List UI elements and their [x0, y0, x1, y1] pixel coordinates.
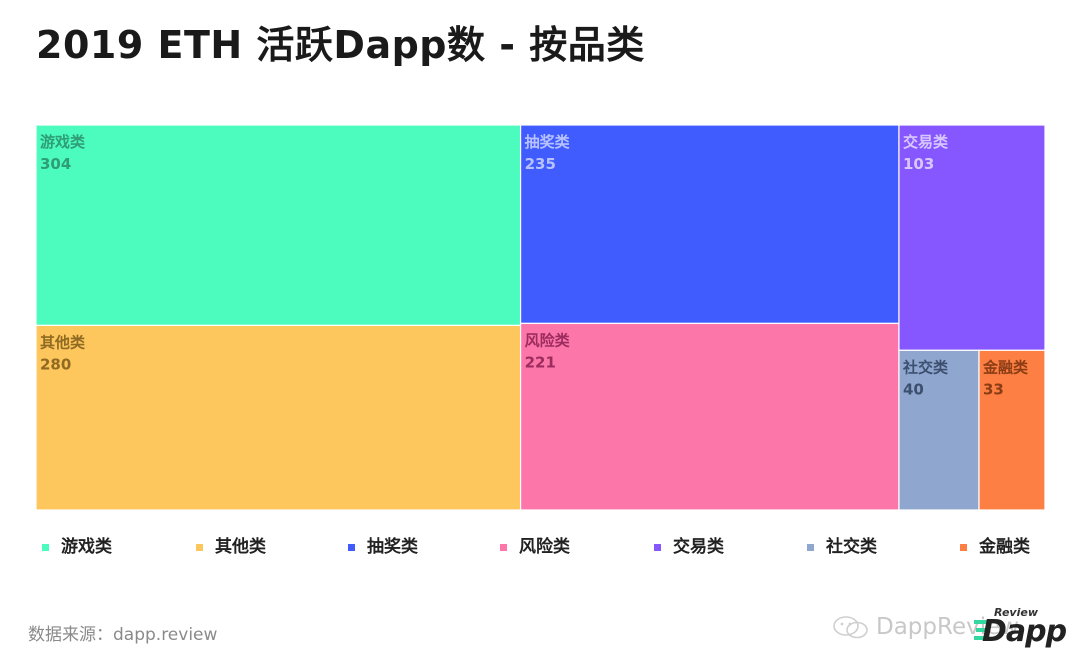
treemap-value-lottery: 235	[525, 155, 556, 173]
treemap-label-other: 其他类	[40, 333, 86, 351]
treemap-rect-risk	[519, 322, 900, 511]
logo-dapp-text: Dapp	[982, 614, 1067, 649]
treemap-value-finance: 33	[983, 380, 1004, 398]
logo-bars-icon	[974, 620, 990, 640]
chart-legend: 游戏类 其他类 抽奖类 风险类 交易类 社交类 金融类	[0, 537, 1080, 561]
legend-swatch-games	[42, 543, 49, 551]
treemap-tile-finance: 金融类 33	[978, 349, 1046, 511]
legend-item-other: 其他类	[196, 537, 266, 557]
treemap-value-games: 304	[40, 155, 71, 173]
chart-title: 2019 ETH 活跃Dapp数 - 按品类	[36, 23, 645, 67]
wechat-icon	[833, 616, 868, 639]
treemap-tile-lottery: 抽奖类 235	[519, 124, 900, 325]
wechat-watermark: DappReview	[832, 614, 1019, 640]
treemap-rect-games	[35, 124, 522, 327]
treemap-label-lottery: 抽奖类	[525, 133, 571, 151]
treemap-value-social: 40	[903, 380, 924, 398]
treemap-rect-finance	[978, 349, 1046, 511]
treemap-value-risk: 221	[525, 353, 556, 371]
legend-item-risk: 风险类	[500, 537, 570, 557]
legend-swatch-social	[807, 543, 814, 551]
treemap-label-social: 社交类	[902, 358, 949, 376]
treemap-value-exchange: 103	[903, 155, 934, 173]
logo-review-text: Review	[994, 606, 1038, 619]
treemap-tile-games: 游戏类 304	[35, 124, 522, 327]
legend-swatch-finance	[960, 543, 967, 551]
legend-label-finance: 金融类	[979, 537, 1030, 557]
treemap-tile-other: 其他类 280	[35, 324, 522, 511]
legend-item-lottery: 抽奖类	[348, 537, 418, 557]
treemap-tile-exchange: 交易类 103	[898, 124, 1046, 351]
legend-swatch-other	[196, 543, 203, 551]
legend-item-games: 游戏类	[42, 537, 112, 557]
treemap-value-other: 280	[40, 355, 71, 373]
dappreview-logo: Review Dapp	[974, 606, 1067, 649]
treemap-label-risk: 风险类	[525, 331, 571, 349]
legend-item-exchange: 交易类	[654, 537, 724, 557]
treemap-tile-social: 社交类 40	[898, 349, 980, 511]
treemap-label-exchange: 交易类	[903, 133, 949, 151]
watermark-label: DappReview	[876, 614, 1020, 640]
legend-swatch-risk	[500, 543, 507, 551]
legend-swatch-exchange	[654, 543, 661, 551]
legend-label-games: 游戏类	[61, 537, 112, 557]
treemap-rect-lottery	[519, 124, 900, 325]
legend-label-risk: 风险类	[519, 537, 570, 557]
legend-label-other: 其他类	[215, 537, 266, 557]
legend-swatch-lottery	[348, 543, 355, 551]
legend-item-social: 社交类	[807, 537, 877, 557]
treemap-rect-other	[35, 324, 522, 511]
legend-item-finance: 金融类	[960, 537, 1030, 557]
treemap-label-games: 游戏类	[40, 133, 86, 151]
legend-label-lottery: 抽奖类	[367, 537, 418, 557]
treemap-tile-risk: 风险类 221	[519, 322, 900, 511]
legend-label-exchange: 交易类	[673, 537, 724, 557]
treemap-label-finance: 金融类	[982, 358, 1029, 376]
legend-label-social: 社交类	[826, 537, 877, 557]
data-source: 数据来源：dapp.review	[28, 625, 218, 645]
